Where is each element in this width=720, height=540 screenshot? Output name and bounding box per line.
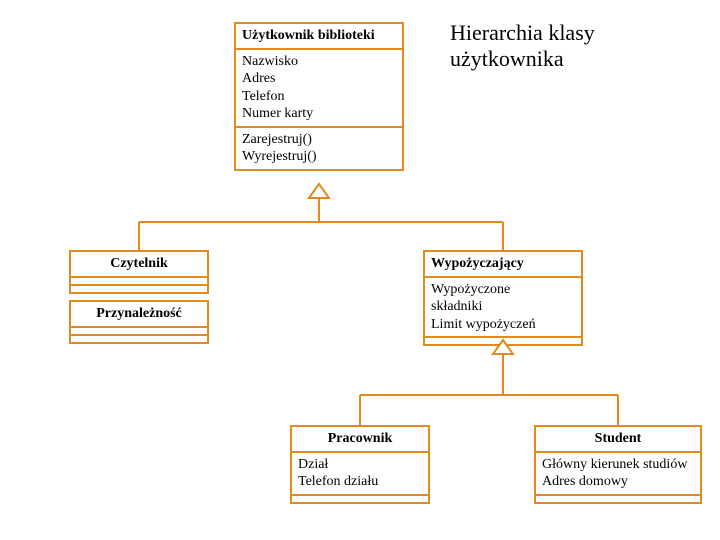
attr: Główny kierunek studiów	[542, 456, 694, 474]
class-student-name: Student	[536, 427, 700, 451]
class-pracownik-name: Pracownik	[292, 427, 428, 451]
class-czytelnik-name: Czytelnik	[71, 252, 207, 276]
diagram-canvas: { "diagram": { "type": "uml-class-hierar…	[0, 0, 720, 540]
attr: składniki	[431, 298, 575, 316]
class-czytelnik: Czytelnik	[69, 250, 209, 294]
class-pracownik-operations	[292, 494, 428, 502]
diagram-title: Hierarchia klasy użytkownika	[450, 20, 595, 73]
class-pracownik-attributes: Dział Telefon działu	[292, 451, 428, 494]
class-pracownik: Pracownik Dział Telefon działu	[290, 425, 430, 504]
class-wypozyczajacy-name: Wypożyczający	[425, 252, 581, 276]
class-przynaleznosc-name: Przynależność	[71, 302, 207, 326]
class-student-attributes: Główny kierunek studiów Adres domowy	[536, 451, 700, 494]
attr: Dział	[298, 456, 422, 474]
class-wypozyczajacy-operations	[425, 336, 581, 344]
op: Zarejestruj()	[242, 131, 396, 149]
attr: Wypożyczone	[431, 281, 575, 299]
attr: Telefon	[242, 88, 396, 106]
class-wypozyczajacy-attributes: Wypożyczone składniki Limit wypożyczeń	[425, 276, 581, 337]
attr: Adres domowy	[542, 473, 694, 491]
class-uzytkownik-attributes: Nazwisko Adres Telefon Numer karty	[236, 48, 402, 126]
attr: Numer karty	[242, 105, 396, 123]
class-przynaleznosc-operations	[71, 334, 207, 342]
attr: Telefon działu	[298, 473, 422, 491]
title-line2: użytkownika	[450, 46, 564, 71]
class-przynaleznosc: Przynależność	[69, 300, 209, 344]
op: Wyrejestruj()	[242, 148, 396, 166]
class-przynaleznosc-attributes	[71, 326, 207, 334]
class-czytelnik-operations	[71, 284, 207, 292]
class-uzytkownik-name: Użytkownik biblioteki	[236, 24, 402, 48]
class-student-operations	[536, 494, 700, 502]
class-uzytkownik: Użytkownik biblioteki Nazwisko Adres Tel…	[234, 22, 404, 171]
class-student: Student Główny kierunek studiów Adres do…	[534, 425, 702, 504]
attr: Adres	[242, 70, 396, 88]
attr: Nazwisko	[242, 53, 396, 71]
class-wypozyczajacy: Wypożyczający Wypożyczone składniki Limi…	[423, 250, 583, 346]
class-uzytkownik-operations: Zarejestruj() Wyrejestruj()	[236, 126, 402, 169]
attr: Limit wypożyczeń	[431, 316, 575, 334]
title-line1: Hierarchia klasy	[450, 20, 595, 45]
class-czytelnik-attributes	[71, 276, 207, 284]
